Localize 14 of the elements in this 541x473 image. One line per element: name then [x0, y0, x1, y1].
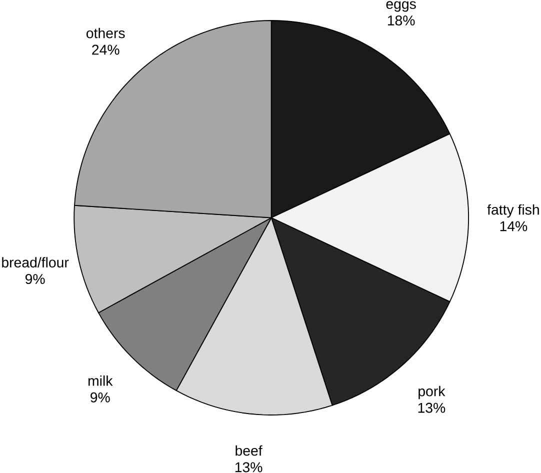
data-label: 14%: [500, 221, 528, 231]
data-label: 24%: [92, 44, 120, 54]
slice-label: milk: [88, 375, 113, 386]
slice-label: pork: [418, 386, 446, 399]
slice-label: beef: [236, 445, 262, 456]
data-label: 13%: [418, 402, 446, 413]
slice-label: fatty fish: [487, 204, 539, 218]
slice-label: eggs: [386, 0, 416, 12]
slice-label: others: [86, 28, 125, 38]
slice-label: bread/flour: [2, 256, 69, 268]
data-label: 9%: [25, 274, 45, 284]
data-label: 9%: [90, 392, 110, 402]
data-label: 18%: [388, 15, 415, 26]
data-label: 13%: [235, 462, 262, 472]
